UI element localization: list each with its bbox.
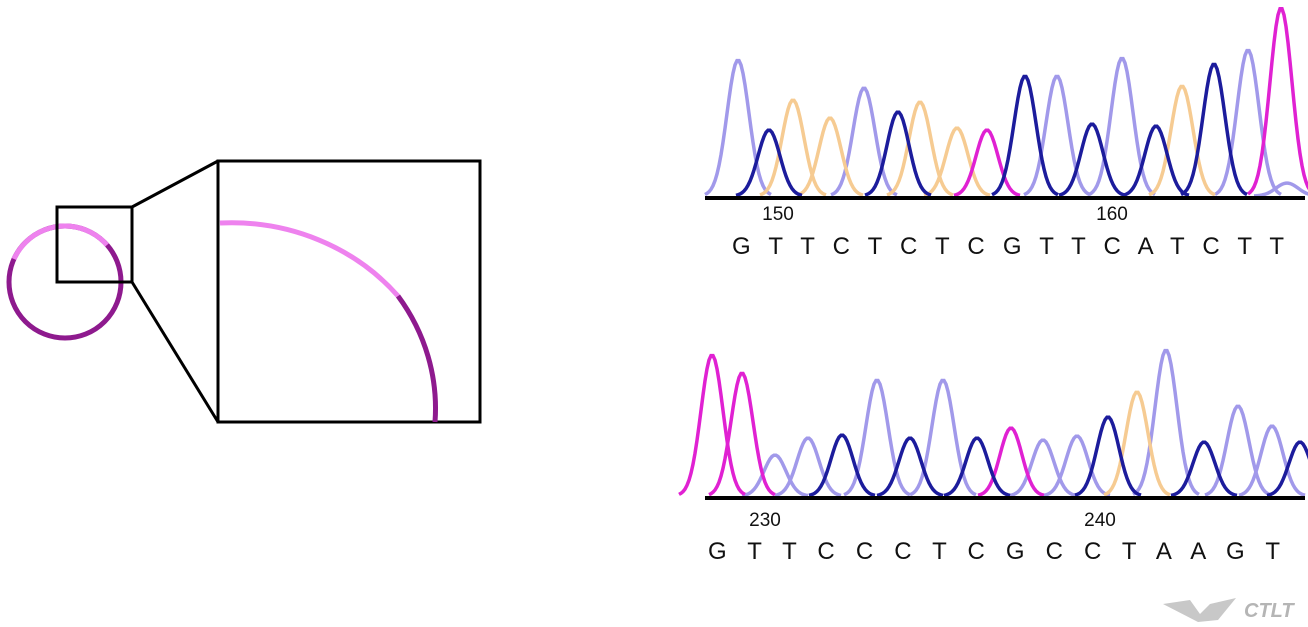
peak [1089, 59, 1155, 195]
peak [1123, 126, 1189, 195]
peak [944, 438, 1010, 495]
diagram: 150 160 G T T C T C T C G T T C A T C T … [0, 0, 1308, 627]
position-label: 230 [749, 510, 781, 531]
peak [1267, 442, 1308, 495]
sequence: G T T C C C T C G C C T A A G T [708, 538, 1280, 565]
logo: CTLT [1244, 600, 1295, 622]
peak [844, 381, 910, 495]
peak [1104, 392, 1170, 494]
logo-icon [1163, 598, 1236, 622]
position-label: 240 [1084, 510, 1116, 531]
zoom-line [132, 161, 218, 207]
plasmid-highlight [14, 226, 107, 259]
peak [1171, 442, 1237, 495]
zoom-box [218, 161, 480, 422]
peak [1181, 65, 1247, 195]
peak [1075, 417, 1141, 495]
peak [679, 356, 745, 495]
zoom-line [132, 282, 218, 422]
peak [705, 61, 771, 195]
position-label: 150 [762, 204, 794, 225]
peak [760, 100, 826, 194]
peak [877, 438, 943, 495]
position-label: 160 [1096, 204, 1128, 225]
peak [910, 381, 976, 495]
peak [992, 77, 1058, 195]
page: 150 160 G T T C T C T C G T T C A T C T … [0, 0, 1308, 627]
sequence: G T T C T C T C G T T C A T C T T [732, 233, 1284, 260]
peak [1024, 77, 1090, 195]
